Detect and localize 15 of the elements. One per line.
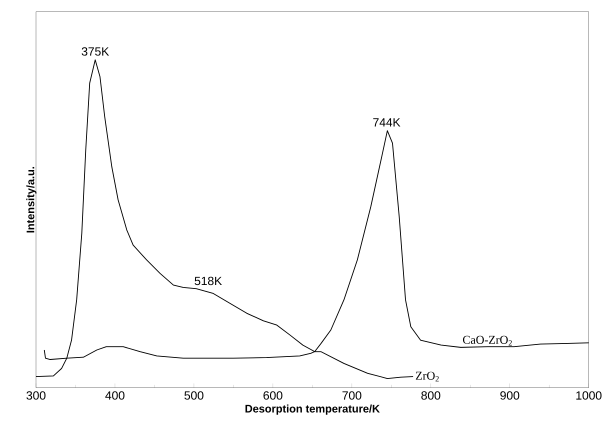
series-label: CaO-ZrO$_{2}$: [462, 336, 512, 346]
annotation: 744K: [373, 118, 400, 126]
y-axis-title: Intensity/a.u.: [26, 166, 36, 232]
x-tick-label: 500: [184, 391, 204, 400]
annotation: 518K: [194, 276, 222, 286]
series-label: ZrO$_{2}$: [416, 372, 439, 382]
x-axis-title: Desorption temperature/K: [245, 404, 380, 415]
x-tick-label: 1000: [576, 391, 602, 400]
x-tick-label: 400: [105, 391, 124, 400]
x-tick-label: 900: [500, 391, 520, 400]
x-tick-label: 800: [421, 391, 440, 400]
x-tick-label: 700: [342, 391, 362, 400]
x-tick-label: 600: [264, 391, 282, 400]
annotation: 375K: [82, 47, 110, 56]
x-tick-label: 300: [26, 391, 46, 400]
